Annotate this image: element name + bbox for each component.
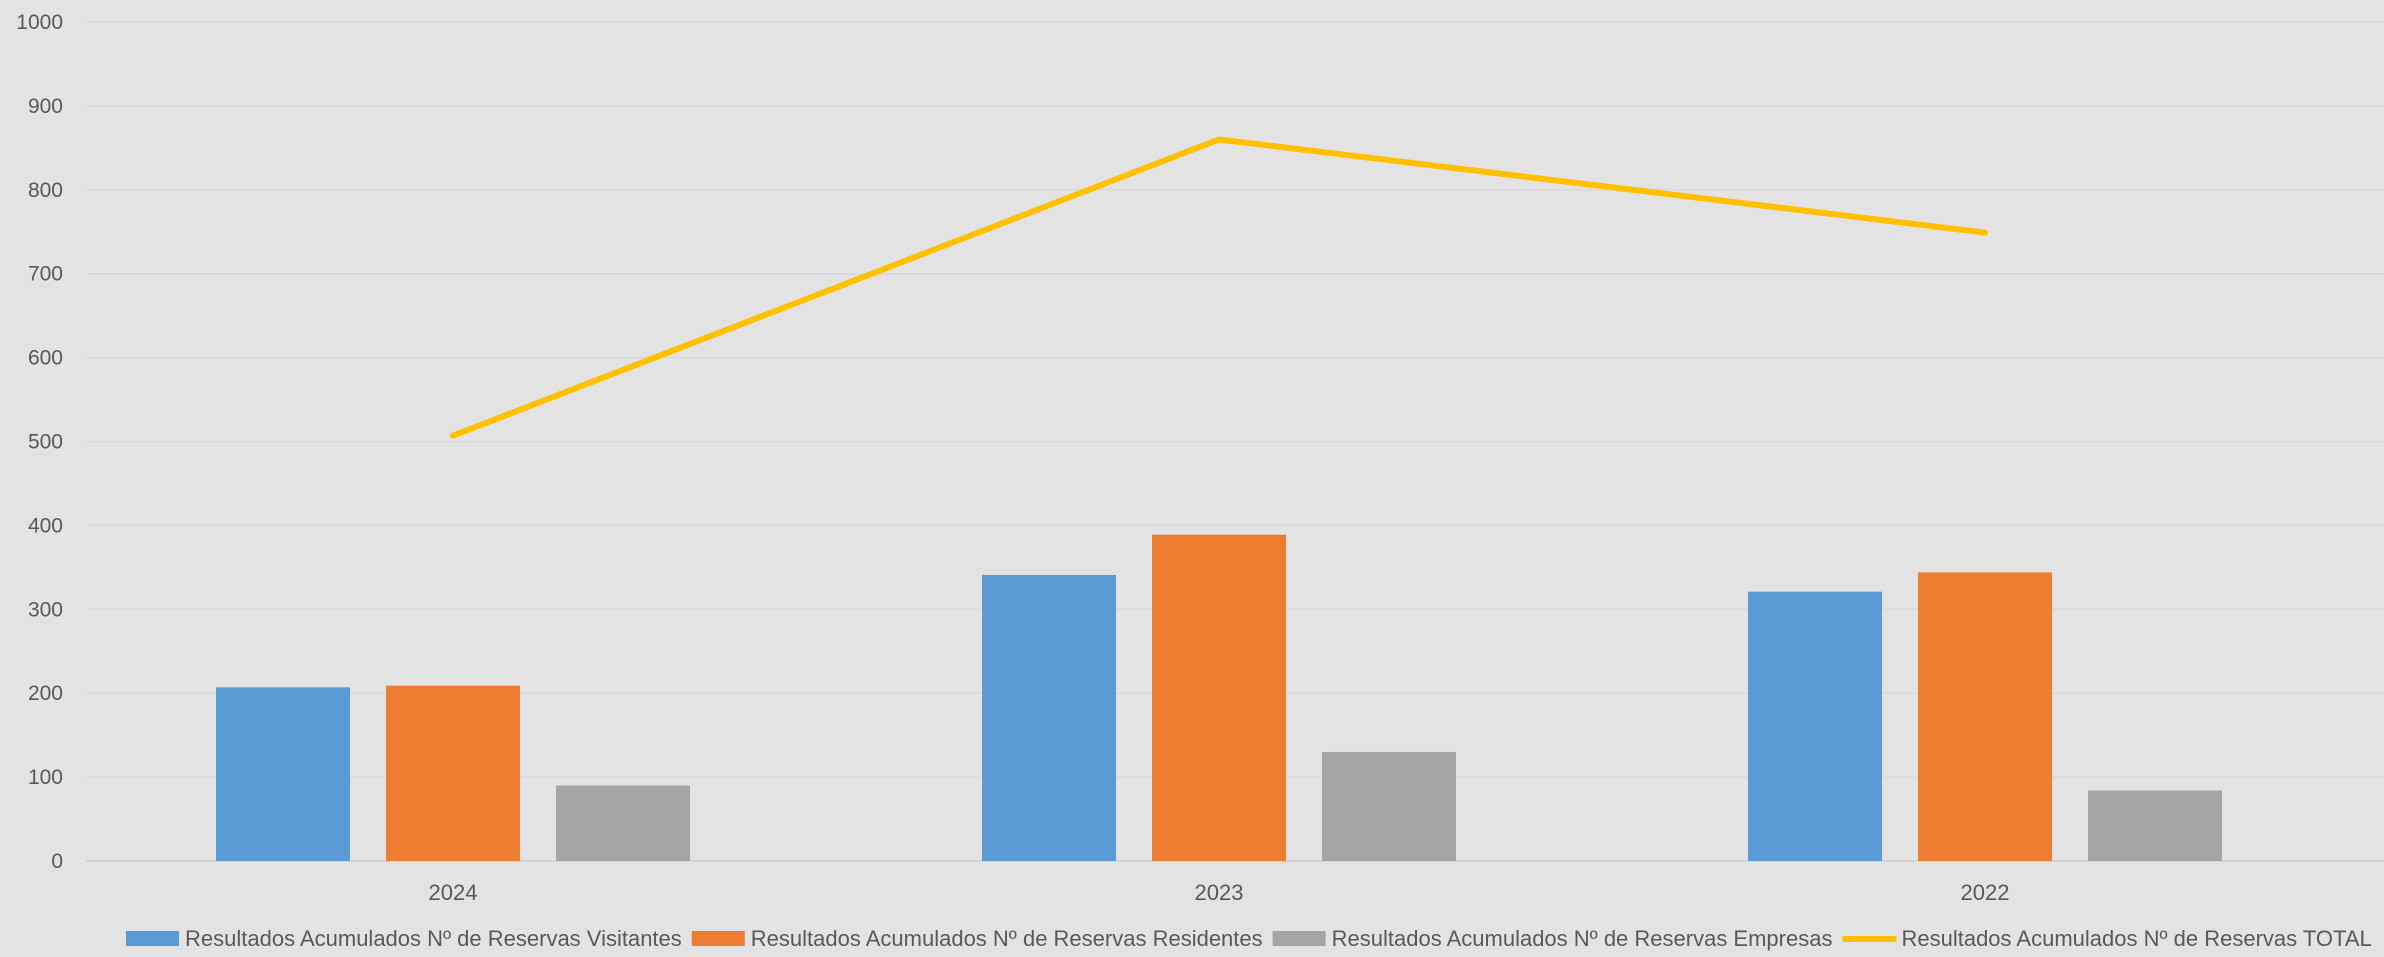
y-tick-label: 700 — [28, 263, 63, 286]
bar — [216, 687, 350, 861]
x-axis: 2024 2023 2022 — [429, 880, 2010, 905]
legend-item: Resultados Acumulados Nº de Reservas Vis… — [126, 926, 682, 951]
bar — [2088, 790, 2222, 861]
legend-label: Resultados Acumulados Nº de Reservas TOT… — [1901, 926, 2371, 951]
bar — [1748, 591, 1882, 861]
x-tick-label: 2023 — [1195, 880, 1244, 905]
bar — [1152, 534, 1286, 861]
legend-item: Resultados Acumulados Nº de Reservas TOT… — [1842, 926, 2372, 951]
legend-swatch — [1272, 931, 1326, 946]
bar — [1322, 751, 1456, 861]
total-line — [450, 136, 1988, 439]
y-tick-label: 400 — [28, 514, 63, 537]
line-series — [450, 136, 1988, 439]
bar — [982, 574, 1116, 861]
legend-label: Resultados Acumulados Nº de Reservas Res… — [751, 926, 1263, 951]
y-axis: 0 100 200 300 400 500 600 700 800 900 1000 — [16, 11, 63, 873]
legend-swatch — [691, 931, 745, 946]
legend: Resultados Acumulados Nº de Reservas Vis… — [126, 926, 2372, 951]
y-tick-label: 0 — [51, 850, 63, 873]
bar — [1918, 572, 2052, 861]
legend-swatch — [126, 931, 179, 946]
y-tick-label: 200 — [28, 682, 63, 705]
y-tick-label: 500 — [28, 431, 63, 454]
legend-label: Resultados Acumulados Nº de Reservas Vis… — [185, 926, 682, 951]
y-tick-label: 300 — [28, 598, 63, 621]
legend-item: Resultados Acumulados Nº de Reservas Res… — [691, 926, 1263, 951]
bars — [216, 534, 2222, 861]
y-tick-label: 800 — [28, 179, 63, 202]
y-tick-label: 100 — [28, 766, 63, 789]
bar — [386, 685, 520, 861]
bar — [556, 785, 690, 861]
y-tick-label: 600 — [28, 347, 63, 370]
legend-item: Resultados Acumulados Nº de Reservas Emp… — [1272, 926, 1833, 951]
y-tick-label: 900 — [28, 95, 63, 118]
legend-label: Resultados Acumulados Nº de Reservas Emp… — [1332, 926, 1833, 951]
y-tick-label: 1000 — [16, 11, 63, 34]
x-tick-label: 2024 — [429, 880, 478, 905]
x-tick-label: 2022 — [1961, 880, 2010, 905]
